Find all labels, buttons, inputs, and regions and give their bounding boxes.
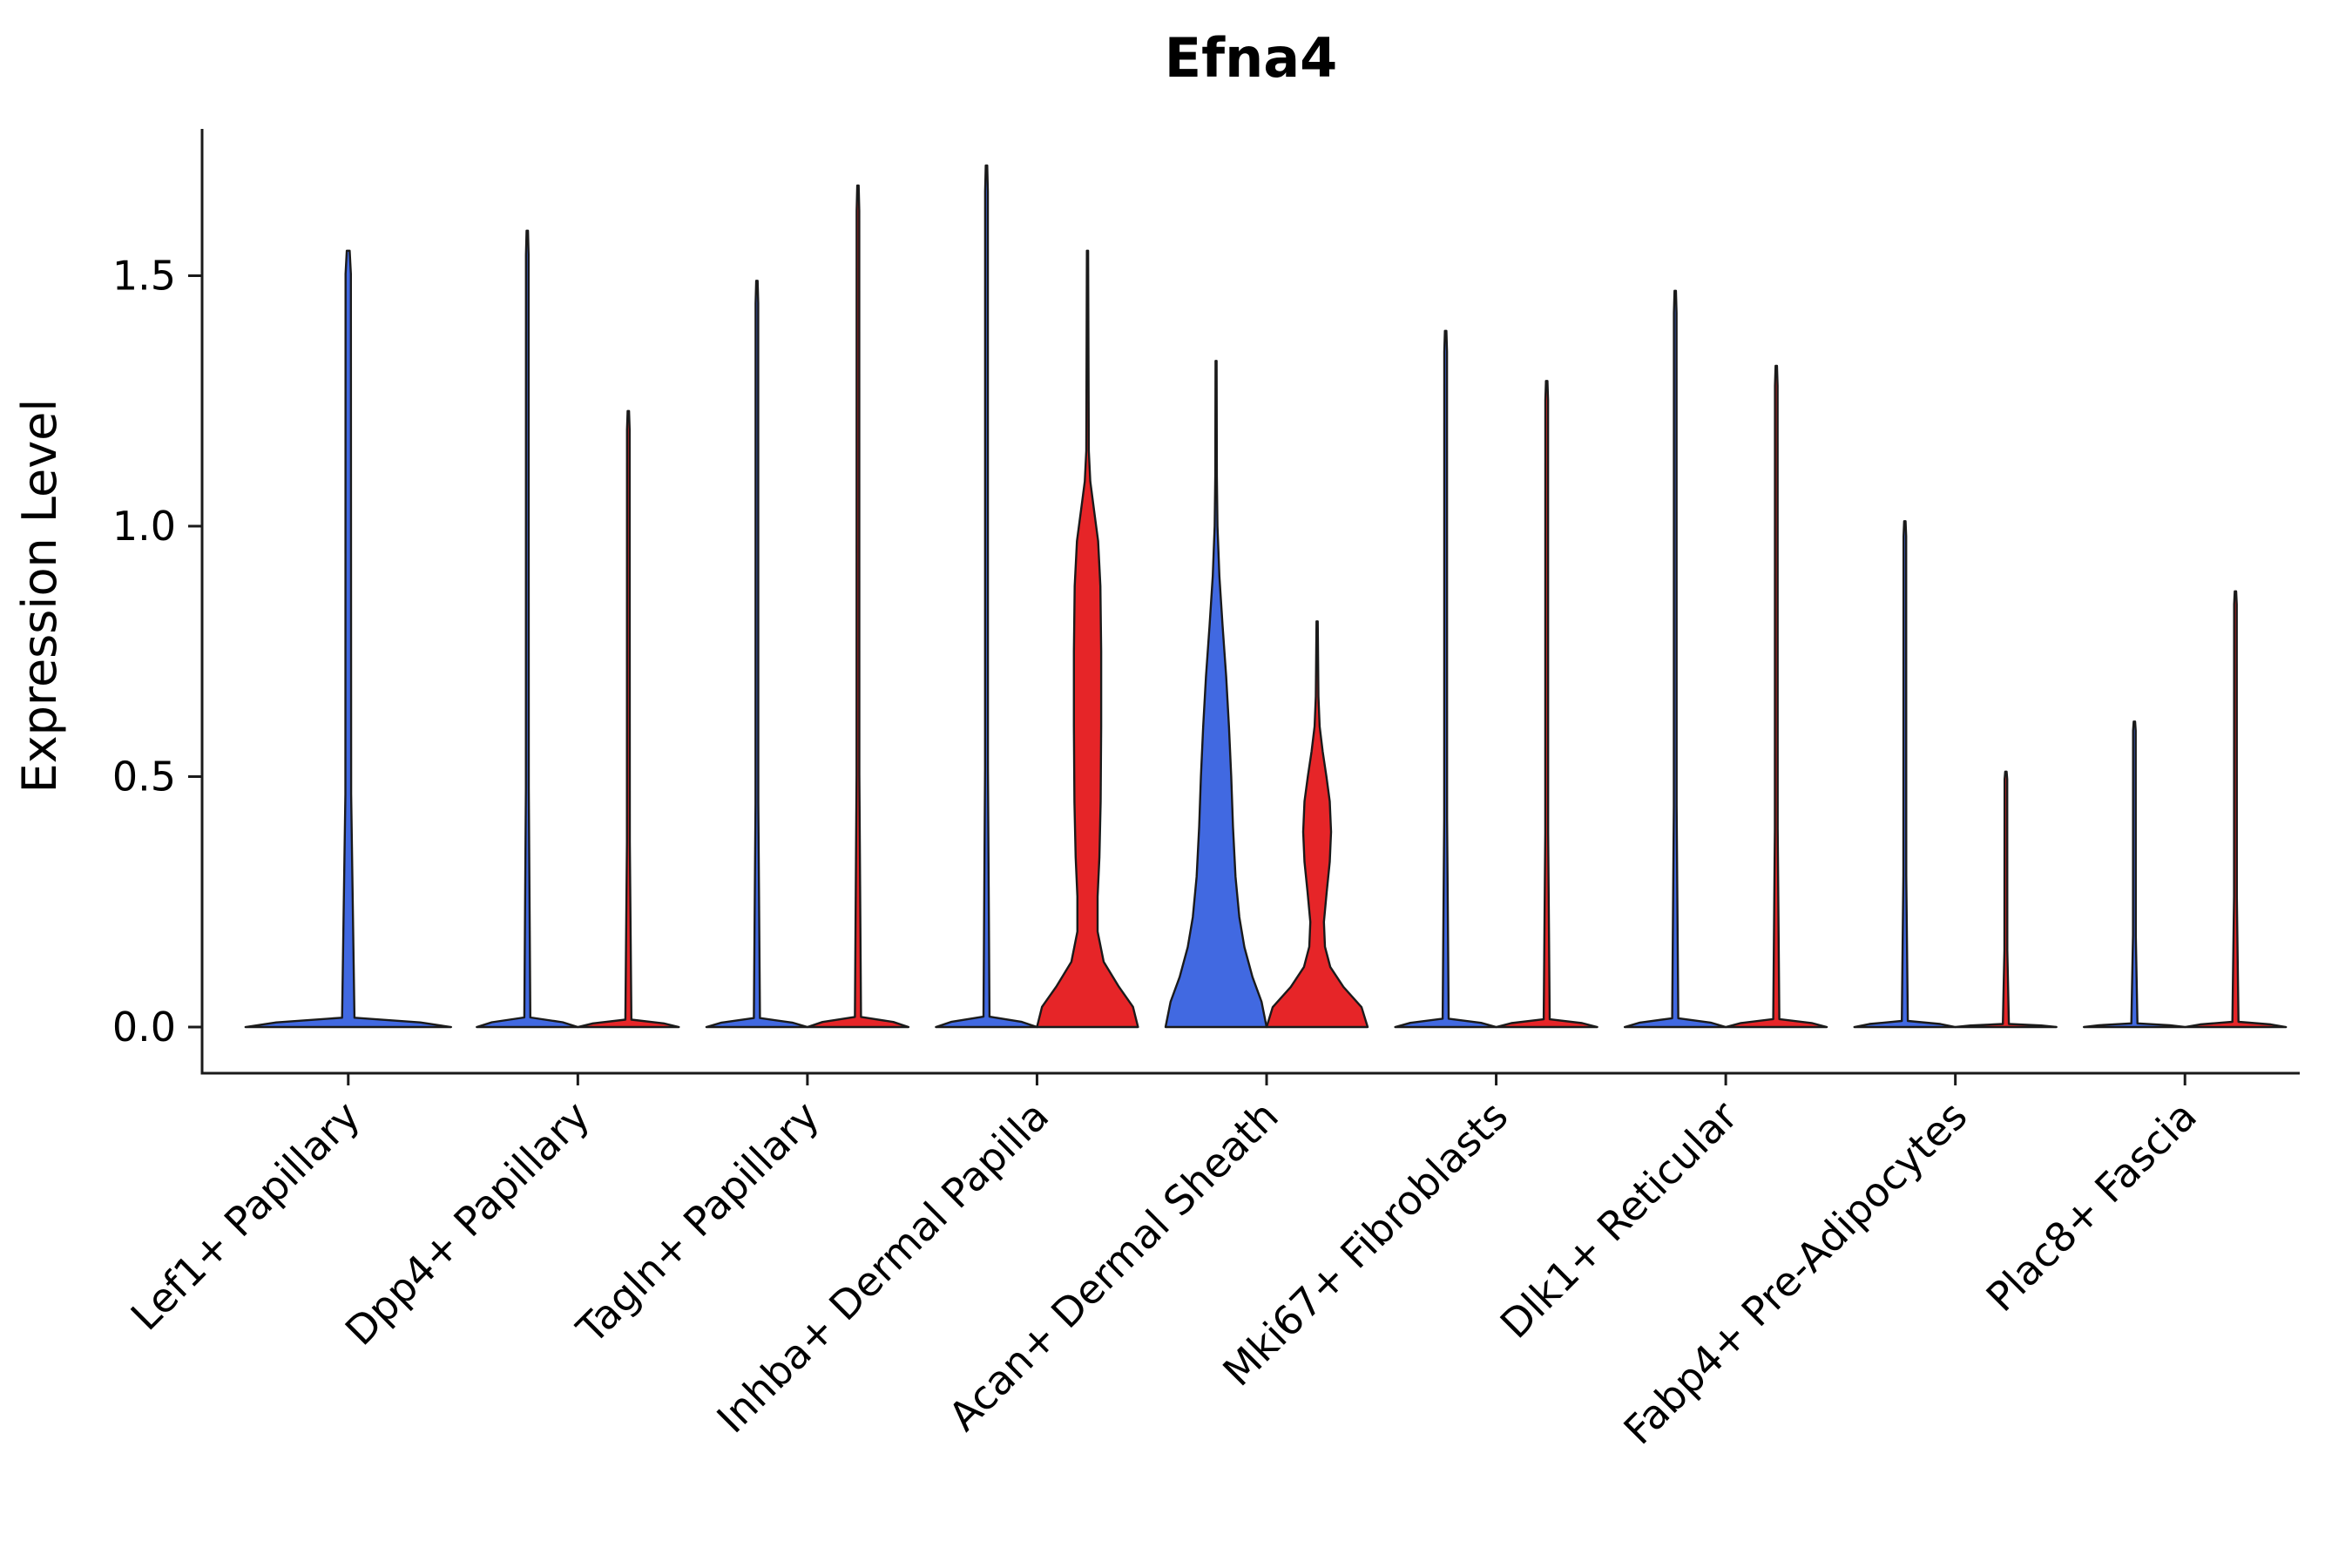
violin-dpp4-papillary-right [577, 409, 680, 1029]
x-tick-label: Dpp4+ Papillary [336, 1092, 598, 1355]
x-tick-label: Plac8+ Fascia [1977, 1092, 2206, 1321]
y-axis-label: Expression Level [12, 399, 67, 794]
violin-mki67-fibroblasts-left [1394, 329, 1497, 1029]
violin-plac8-fascia-left [2083, 720, 2186, 1029]
violin-dpp4-papillary-left [476, 229, 579, 1029]
violin-fabp4-pre-adipocytes-left [1853, 520, 1957, 1029]
y-tick-label: 0.0 [112, 1004, 176, 1051]
violins-layer [244, 164, 2288, 1029]
y-tick-label: 0.5 [112, 754, 176, 801]
violin-dlk1-reticular-left [1623, 289, 1727, 1029]
chart-title: Efna4 [1165, 26, 1337, 90]
violin-plac8-fascia-right [2184, 590, 2288, 1029]
y-tick-label: 1.5 [112, 253, 176, 300]
axes-spines [200, 129, 2300, 1075]
violin-mki67-fibroblasts-right [1495, 380, 1598, 1029]
violin-fabp4-pre-adipocytes-right [1954, 770, 2058, 1029]
violin-dlk1-reticular-right [1724, 364, 1828, 1029]
violin-acan-dermal-sheath-left [1164, 360, 1268, 1029]
violin-inhba-dermal-papilla-left [935, 164, 1038, 1029]
x-tick-label: Lef1+ Papillary [122, 1092, 369, 1340]
violin-tagln-papillary-right [806, 184, 910, 1029]
violin-lef1-papillary-center [244, 249, 452, 1029]
x-tick-label: Tagln+ Papillary [567, 1092, 828, 1354]
x-tick-label: Dlk1+ Reticular [1491, 1092, 1747, 1348]
y-tick-label: 1.0 [112, 503, 176, 550]
violin-acan-dermal-sheath-right [1265, 620, 1369, 1029]
violin-tagln-papillary-left [705, 280, 809, 1029]
violin-inhba-dermal-papilla-right [1036, 249, 1139, 1029]
